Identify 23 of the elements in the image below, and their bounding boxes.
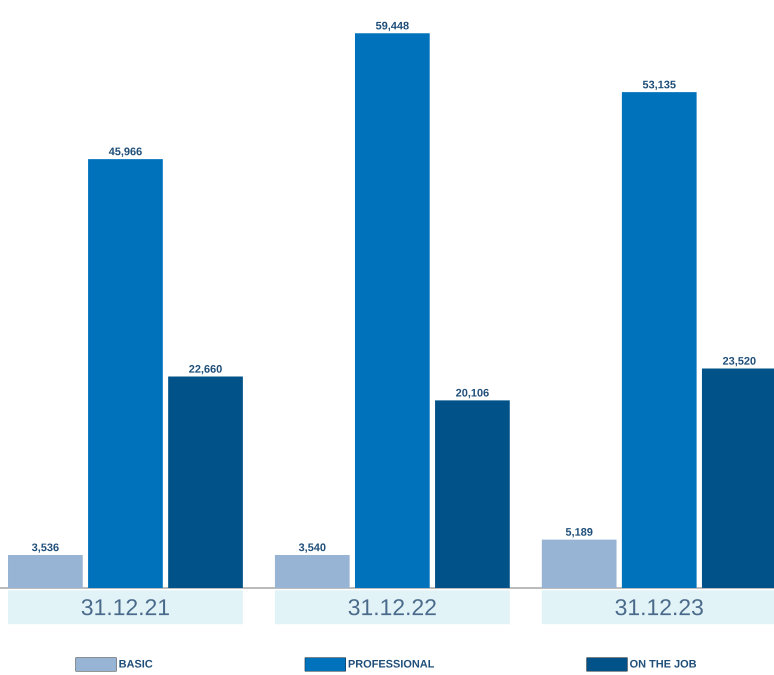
data-label: 5,189: [566, 528, 592, 538]
data-label: 45,966: [108, 148, 142, 157]
legend-label: ON THE JOB: [630, 660, 696, 668]
bar: [88, 159, 163, 588]
bar: [168, 376, 243, 588]
bar: [435, 400, 510, 588]
data-label: 53,135: [642, 80, 676, 90]
x-tick-label: 31.12.22: [348, 599, 436, 616]
bar: [354, 33, 430, 588]
bar: [542, 540, 617, 588]
data-label: 3,536: [32, 543, 59, 553]
bar: [274, 554, 350, 588]
data-label: 22,660: [189, 365, 222, 374]
data-label: 59,448: [376, 22, 409, 32]
data-label: 23,520: [722, 356, 756, 366]
legend-label: BASIC: [119, 660, 152, 668]
legend-label: PROFESSIONAL: [348, 660, 434, 668]
bar: [622, 92, 697, 588]
data-label: 20,106: [456, 388, 489, 398]
x-tick-label: 31.12.23: [616, 599, 703, 616]
data-label: 3,540: [298, 543, 326, 553]
x-tick-label: 31.12.21: [82, 599, 169, 616]
bar: [8, 555, 83, 588]
